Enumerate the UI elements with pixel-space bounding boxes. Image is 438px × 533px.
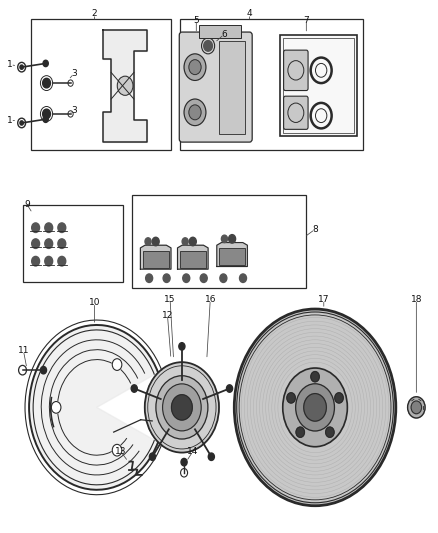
Circle shape: [32, 223, 39, 232]
Circle shape: [20, 65, 23, 69]
Circle shape: [184, 54, 206, 80]
Text: 10: 10: [89, 298, 100, 307]
Circle shape: [162, 384, 201, 431]
Bar: [199, 25, 241, 38]
Text: 18: 18: [410, 295, 422, 304]
Circle shape: [240, 274, 247, 282]
Text: 9: 9: [24, 200, 30, 209]
Circle shape: [411, 401, 422, 414]
Circle shape: [189, 60, 201, 75]
Bar: [280, 35, 357, 136]
Circle shape: [296, 427, 304, 437]
Circle shape: [234, 309, 396, 506]
Circle shape: [58, 223, 66, 232]
Circle shape: [226, 385, 233, 392]
Circle shape: [40, 367, 46, 374]
Circle shape: [335, 393, 343, 403]
Circle shape: [58, 256, 66, 266]
FancyBboxPatch shape: [179, 32, 252, 142]
Text: 2: 2: [92, 10, 97, 19]
Circle shape: [172, 395, 192, 420]
Circle shape: [112, 445, 122, 456]
Circle shape: [221, 235, 227, 243]
Text: 11: 11: [18, 346, 29, 355]
Circle shape: [287, 393, 295, 403]
Circle shape: [117, 76, 133, 95]
Circle shape: [189, 105, 201, 120]
Circle shape: [296, 384, 335, 431]
Text: 6: 6: [221, 30, 227, 39]
Circle shape: [229, 235, 236, 243]
Text: 4: 4: [247, 10, 252, 19]
Bar: [132, 195, 306, 288]
Text: 16: 16: [205, 295, 216, 304]
Circle shape: [156, 376, 208, 439]
Text: 7: 7: [304, 16, 309, 25]
Bar: [219, 248, 245, 265]
Circle shape: [42, 109, 50, 119]
FancyBboxPatch shape: [284, 96, 308, 130]
Polygon shape: [217, 243, 247, 266]
Text: 13: 13: [115, 447, 127, 456]
Circle shape: [183, 274, 190, 282]
Bar: [180, 251, 206, 268]
Circle shape: [189, 237, 196, 246]
Circle shape: [32, 239, 39, 248]
Circle shape: [42, 78, 50, 88]
Circle shape: [181, 458, 187, 466]
Circle shape: [200, 274, 207, 282]
Text: 3: 3: [71, 69, 77, 78]
Bar: [219, 41, 245, 134]
Text: 17: 17: [318, 295, 329, 304]
Bar: [180, 19, 363, 150]
Circle shape: [304, 393, 326, 421]
Text: 1: 1: [7, 116, 13, 125]
Circle shape: [152, 237, 159, 246]
Polygon shape: [103, 30, 147, 142]
Text: 3: 3: [71, 106, 77, 115]
Text: 5: 5: [194, 16, 199, 25]
Text: 14: 14: [187, 447, 198, 456]
FancyBboxPatch shape: [284, 50, 308, 91]
Text: 8: 8: [312, 225, 318, 234]
Bar: [22, 205, 123, 282]
Circle shape: [163, 274, 170, 282]
Circle shape: [131, 385, 137, 392]
Text: 15: 15: [164, 295, 176, 304]
Circle shape: [149, 453, 155, 461]
Polygon shape: [141, 245, 171, 269]
Circle shape: [204, 41, 212, 51]
Circle shape: [45, 256, 53, 266]
Circle shape: [408, 397, 425, 418]
Circle shape: [43, 116, 48, 123]
Bar: [143, 251, 169, 268]
Polygon shape: [29, 325, 158, 490]
Circle shape: [182, 238, 188, 245]
Circle shape: [184, 99, 206, 126]
Circle shape: [146, 274, 152, 282]
Circle shape: [145, 362, 219, 453]
Circle shape: [112, 359, 122, 370]
Circle shape: [145, 238, 151, 245]
Circle shape: [220, 274, 227, 282]
Circle shape: [45, 239, 53, 248]
Circle shape: [45, 223, 53, 232]
Bar: [31, 19, 171, 150]
Circle shape: [43, 60, 48, 67]
Circle shape: [326, 427, 334, 437]
Circle shape: [208, 453, 214, 461]
Text: 12: 12: [162, 311, 173, 320]
Circle shape: [311, 372, 319, 382]
Circle shape: [51, 401, 61, 413]
Circle shape: [32, 256, 39, 266]
Circle shape: [179, 343, 185, 350]
Text: 1: 1: [7, 60, 13, 69]
Bar: [283, 38, 354, 133]
Polygon shape: [177, 245, 208, 269]
Circle shape: [20, 121, 23, 125]
Circle shape: [58, 239, 66, 248]
Circle shape: [283, 368, 347, 447]
